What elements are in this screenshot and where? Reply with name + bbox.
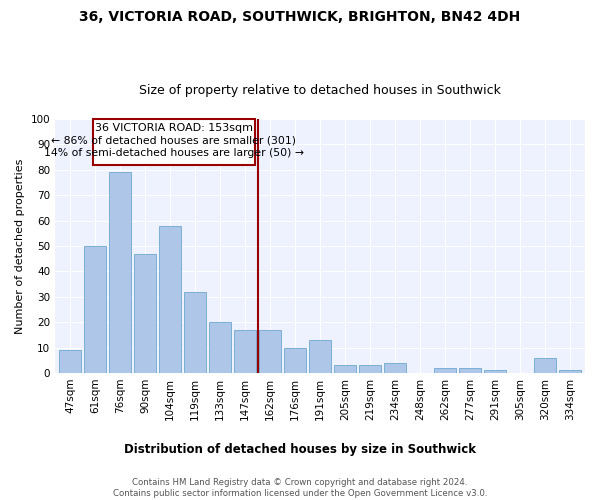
Title: Size of property relative to detached houses in Southwick: Size of property relative to detached ho… [139,84,501,97]
Bar [484,370,506,373]
Bar [559,370,581,373]
Bar [334,366,356,373]
Bar [184,292,206,373]
Bar [259,330,281,373]
Text: 14% of semi-detached houses are larger (50) →: 14% of semi-detached houses are larger (… [44,148,304,158]
Bar [160,226,181,373]
Bar [59,350,80,373]
Text: ← 86% of detached houses are smaller (301): ← 86% of detached houses are smaller (30… [51,136,296,145]
Bar [310,340,331,373]
Bar [134,254,155,373]
Bar [284,348,305,373]
Text: 36 VICTORIA ROAD: 153sqm: 36 VICTORIA ROAD: 153sqm [95,123,253,133]
Bar [209,322,230,373]
Bar [359,366,380,373]
Bar [535,358,556,373]
Bar [385,363,406,373]
Bar [434,368,455,373]
Bar [85,246,106,373]
Bar [109,172,131,373]
Bar [460,368,481,373]
Text: 36, VICTORIA ROAD, SOUTHWICK, BRIGHTON, BN42 4DH: 36, VICTORIA ROAD, SOUTHWICK, BRIGHTON, … [79,10,521,24]
Text: Distribution of detached houses by size in Southwick: Distribution of detached houses by size … [124,442,476,456]
Bar [235,330,256,373]
Y-axis label: Number of detached properties: Number of detached properties [15,158,25,334]
Text: Contains HM Land Registry data © Crown copyright and database right 2024.
Contai: Contains HM Land Registry data © Crown c… [113,478,487,498]
FancyBboxPatch shape [92,119,255,164]
